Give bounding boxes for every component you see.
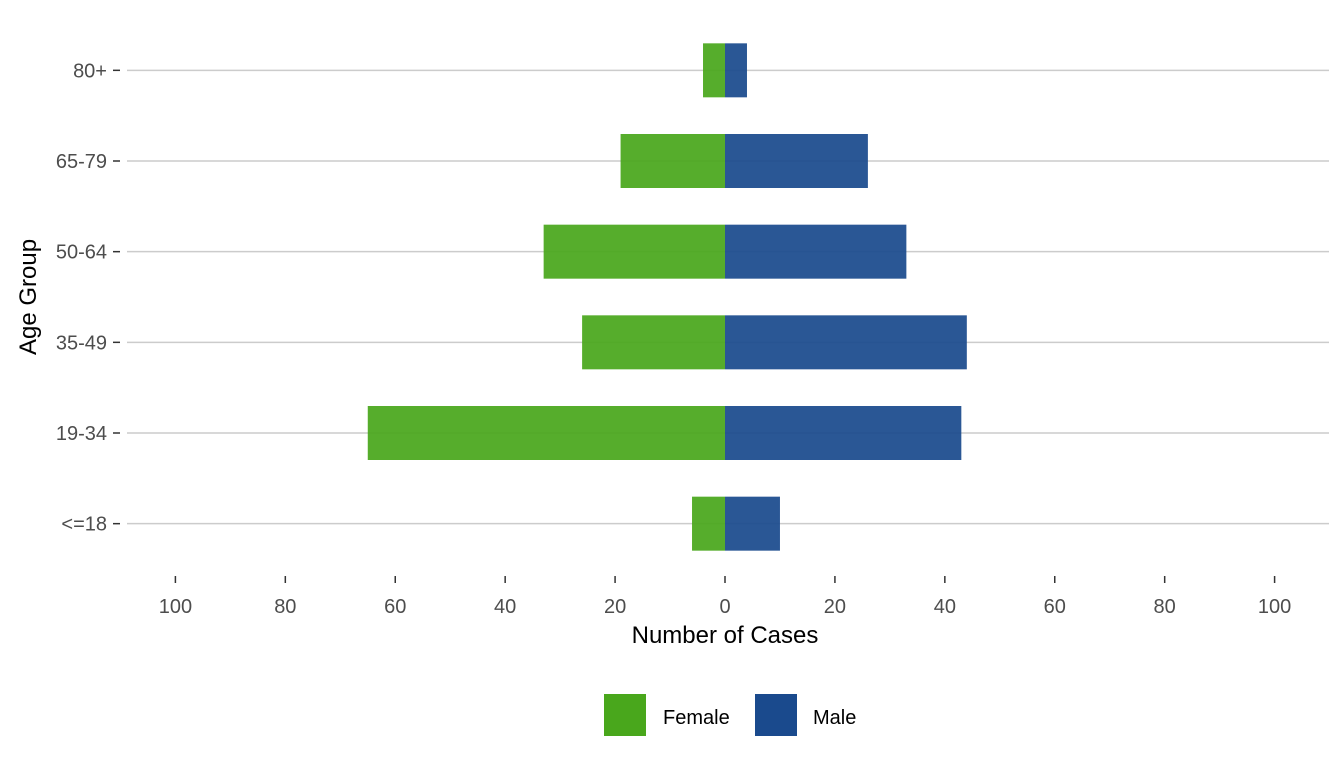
x-tick-label-1: 80 [274, 596, 296, 618]
y-axis: <=18 19-34 35-49 50-64 65-79 80+ [56, 60, 120, 536]
x-tick-label-9: 80 [1154, 596, 1176, 618]
x-tick-label-10: 100 [1258, 596, 1291, 618]
x-tick-label-8: 60 [1044, 596, 1066, 618]
x-tick-label-5: 0 [719, 596, 730, 618]
y-tick-label-35-49: 35-49 [56, 332, 107, 354]
y-tick-label-50-64: 50-64 [56, 242, 107, 264]
bar-male-50-64 [725, 224, 907, 279]
bar-male-35-49 [725, 315, 967, 370]
bar-male-19-34 [725, 406, 962, 460]
y-axis-title: Age Group [15, 239, 42, 355]
legend: Female Male [604, 694, 856, 736]
bar-female-65-79 [620, 134, 725, 188]
bar-female-35-49 [582, 315, 725, 370]
x-tick-label-4: 20 [604, 596, 626, 618]
legend-label-male: Male [813, 707, 856, 729]
legend-label-female: Female [663, 707, 730, 729]
x-tick-label-6: 20 [824, 596, 846, 618]
y-tick-label-18: <=18 [61, 514, 107, 536]
legend-key-female [604, 694, 646, 736]
bar-male-65-79 [725, 134, 868, 188]
bar-male-80 [725, 43, 747, 98]
y-tick-label-19-34: 19-34 [56, 423, 107, 445]
x-tick-label-2: 60 [384, 596, 406, 618]
bar-female-50-64 [543, 224, 725, 279]
y-tick-label-80: 80+ [73, 60, 107, 82]
legend-key-male [755, 694, 797, 736]
x-tick-label-7: 40 [934, 596, 956, 618]
bar-female-80 [703, 43, 725, 98]
x-tick-label-0: 100 [159, 596, 192, 618]
bar-male-18 [725, 496, 780, 551]
bar-female-18 [692, 496, 725, 551]
bar-female-19-34 [367, 406, 725, 460]
x-tick-label-3: 40 [494, 596, 516, 618]
bars [367, 43, 967, 551]
x-axis: 100 80 60 40 20 0 20 40 60 80 100 [159, 576, 1291, 618]
x-axis-title: Number of Cases [632, 622, 819, 649]
y-tick-label-65-79: 65-79 [56, 151, 107, 173]
